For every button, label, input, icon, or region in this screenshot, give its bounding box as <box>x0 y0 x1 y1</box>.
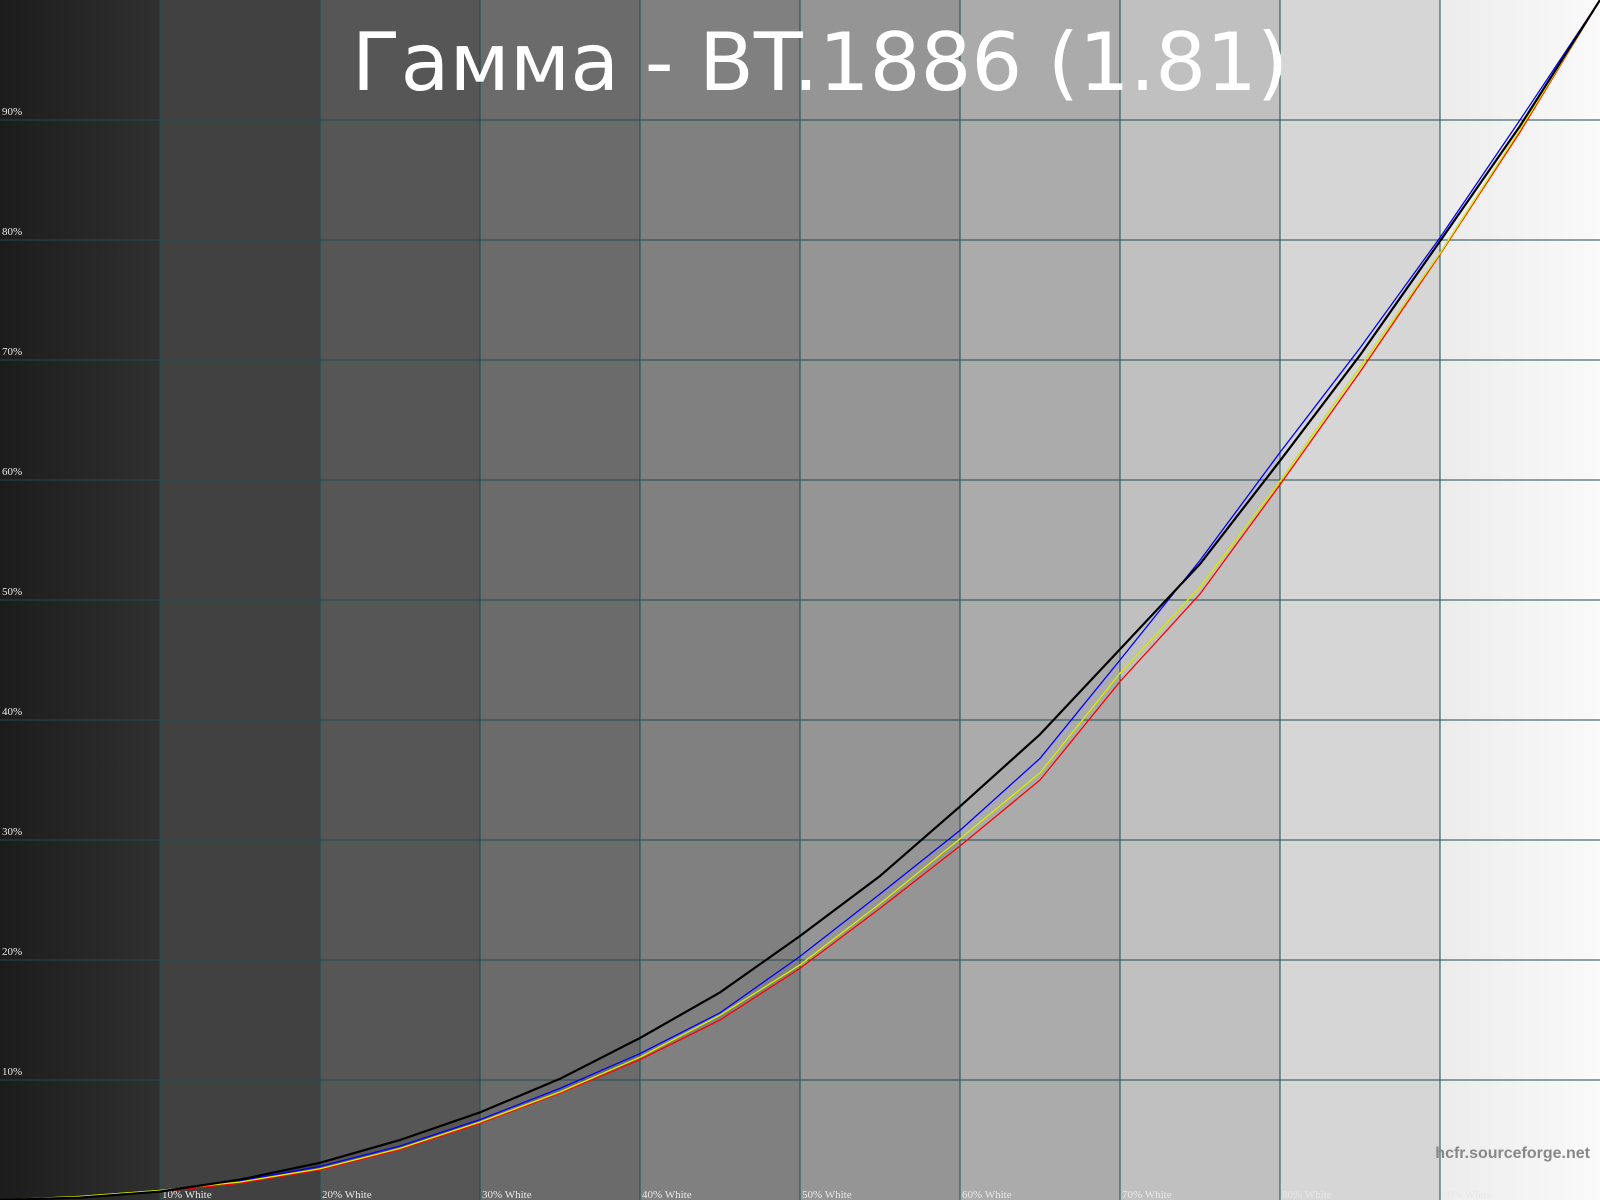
y-tick-label: 10% <box>2 1066 22 1078</box>
y-tick-label: 40% <box>2 706 22 718</box>
chart-title: Гамма - BT.1886 (1.81) <box>352 16 1289 109</box>
y-tick-label: 70% <box>2 346 22 358</box>
watermark: hcfr.sourceforge.net <box>1435 1145 1590 1162</box>
x-tick-label: 40% White <box>642 1189 692 1200</box>
x-tick-label: 20% White <box>322 1189 372 1200</box>
x-tick-label: 30% White <box>482 1189 532 1200</box>
x-tick-label: 80% White <box>1282 1189 1332 1200</box>
x-tick-label: 50% White <box>802 1189 852 1200</box>
y-tick-label: 80% <box>2 226 22 238</box>
x-tick-label: 60% White <box>962 1189 1012 1200</box>
y-tick-label: 30% <box>2 826 22 838</box>
y-tick-label: 50% <box>2 586 22 598</box>
y-tick-label: 20% <box>2 946 22 958</box>
y-tick-label: 60% <box>2 466 22 478</box>
y-tick-label: 90% <box>2 106 22 118</box>
x-tick-label: 70% White <box>1122 1189 1172 1200</box>
x-tick-label: 90% White <box>1442 1189 1492 1200</box>
x-tick-label: 10% White <box>162 1189 212 1200</box>
